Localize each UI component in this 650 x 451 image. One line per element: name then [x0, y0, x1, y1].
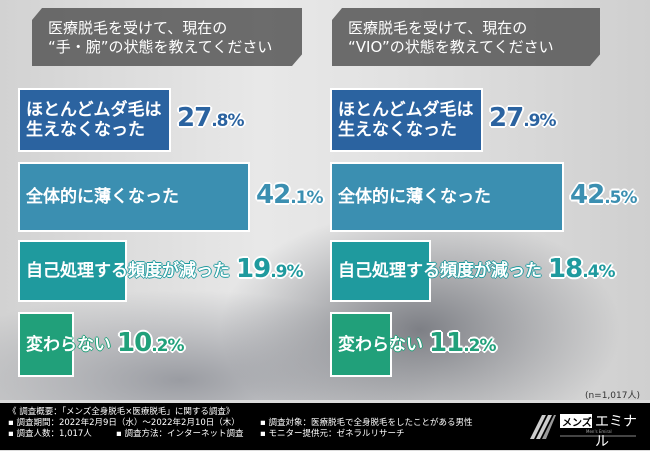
- title-line: 医療脱毛を受けて、現在の: [48, 19, 228, 37]
- value-label: 42.5%: [570, 180, 638, 210]
- value-label: 18.4%: [548, 254, 616, 284]
- logo-mark-icon: [530, 414, 636, 439]
- category-label: 自己処理する頻度が減った: [26, 261, 230, 281]
- survey-footer: 《 調査概要：「メンズ全身脱毛×医療脱毛」に関する調査》 ▪ 調査期間：2022…: [0, 403, 650, 450]
- value-label: 10.2%: [117, 327, 185, 358]
- value-label: 42.1%: [256, 180, 324, 210]
- logo-text: メンズ: [562, 418, 592, 429]
- category-label: ほとんどムダ毛は 生えなくなった: [26, 100, 162, 140]
- chart-panel-vio: 医療脱毛を受けて、現在の “VIO”の状態を教えてください ほとんどムダ毛は 生え…: [330, 0, 650, 400]
- bar: [330, 162, 564, 232]
- footer-count: ▪ 調査人数：1,017人: [8, 429, 92, 439]
- bar: [330, 312, 392, 377]
- bar: [330, 240, 431, 302]
- bar: [18, 312, 74, 377]
- value-label: 27.8%: [177, 103, 245, 133]
- logo-subtext: Men's Emiral: [586, 429, 612, 434]
- bar: [18, 240, 127, 302]
- value-label: 11.2%: [429, 327, 497, 358]
- category-label: ほとんどムダ毛は 生えなくなった: [338, 100, 474, 140]
- chart-panel-arms: 医療脱毛を受けて、現在の “手・腕”の状態を教えてください ほとんどムダ毛は 生え…: [18, 0, 338, 400]
- bar: [18, 162, 250, 232]
- bar: [18, 88, 171, 152]
- bar: [330, 88, 483, 152]
- category-label: 自己処理する頻度が減った: [338, 261, 542, 281]
- value-label: 19.9%: [236, 254, 304, 284]
- category-label: 変わらない: [338, 334, 423, 355]
- footer-method: ▪ 調査方法：インターネット調査: [116, 429, 244, 439]
- title-line: 医療脱毛を受けて、現在の: [348, 19, 528, 37]
- logo-text-2: エミナル: [595, 414, 637, 450]
- category-label: 変わらない: [26, 334, 111, 355]
- chart-title: 医療脱毛を受けて、現在の “VIO”の状態を教えてください: [332, 8, 600, 66]
- footer-heading: 《 調査概要：「メンズ全身脱毛×医療脱毛」に関する調査》: [8, 407, 235, 417]
- footer-provider: ▪ モニター提供元：ゼネラルリサーチ: [260, 429, 405, 439]
- chart-title: 医療脱毛を受けて、現在の “手・腕”の状態を教えてください: [32, 8, 302, 66]
- category-label: 全体的に薄くなった: [26, 187, 179, 207]
- title-line: “VIO”の状態を教えてください: [348, 38, 554, 56]
- brand-logo: メンズ エミナル Men's Emiral: [528, 409, 638, 450]
- footer-target: ▪ 調査対象：医療脱毛で全身脱毛をしたことがある男性: [260, 418, 473, 428]
- value-label: 27.9%: [489, 103, 557, 133]
- category-label: 全体的に薄くなった: [338, 187, 491, 207]
- title-line: “手・腕”の状態を教えてください: [48, 38, 273, 56]
- footer-period: ▪ 調査期間：2022年2月9日（水）～2022年2月10日（木）: [8, 418, 240, 428]
- sample-size-note: (n=1,017人): [584, 391, 640, 401]
